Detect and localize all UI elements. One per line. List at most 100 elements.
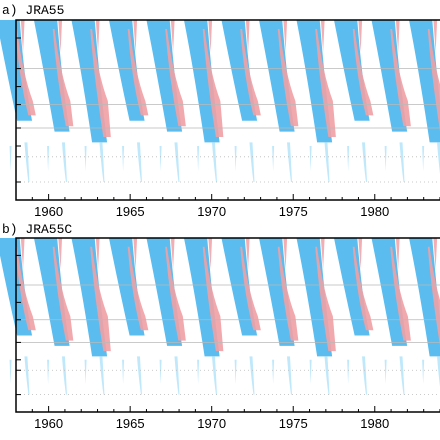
westerly-streak	[433, 20, 438, 53]
lower-easterly-spike	[9, 359, 12, 385]
westerly-streak	[283, 238, 288, 270]
x-tick-label: 1965	[116, 204, 145, 219]
x-tick-label: 1970	[197, 204, 226, 219]
easterly-band	[183, 20, 220, 143]
x-tick-label: 1970	[197, 416, 226, 431]
westerly-streak	[320, 20, 325, 53]
lower-easterly-spike	[384, 146, 387, 172]
lower-easterly-spike	[362, 142, 368, 182]
panel-b-frame	[15, 237, 440, 413]
westerly-streak	[358, 20, 363, 53]
panel-a-grid	[16, 68, 440, 183]
panel-b-x-ticks: 1960 1965 1970 1975 1980	[15, 406, 440, 431]
westerly-band	[202, 29, 224, 137]
westerly-streak	[170, 238, 175, 270]
panel-a-heatmap	[0, 20, 440, 182]
westerly-band	[277, 246, 299, 341]
westerly-streak	[433, 238, 438, 270]
westerly-streak	[395, 20, 400, 53]
panel-b-heatmap	[0, 238, 440, 395]
x-tick-label: 1975	[279, 204, 308, 219]
lower-easterly-spike	[61, 142, 67, 182]
lower-easterly-spike	[422, 359, 425, 385]
lower-easterly-spike	[136, 356, 142, 395]
westerly-streak	[170, 20, 175, 53]
easterly-band	[71, 238, 108, 357]
westerly-band	[90, 246, 111, 352]
westerly-streak	[20, 238, 25, 270]
westerly-band	[390, 29, 411, 127]
lower-easterly-spike	[47, 146, 50, 172]
westerly-band	[52, 246, 74, 341]
westerly-band	[52, 29, 74, 127]
westerly-streak	[208, 20, 213, 53]
lower-easterly-spike	[211, 356, 217, 395]
easterly-band	[334, 238, 370, 336]
lower-easterly-spike	[309, 146, 312, 172]
lower-easterly-spike	[399, 142, 405, 182]
westerly-band	[240, 29, 261, 116]
lower-easterly-spike	[136, 142, 142, 182]
lower-easterly-spike	[309, 359, 312, 385]
panel-b: 1960 1965 1970 1975 1980 b) JRA55C	[0, 222, 440, 431]
westerly-streak	[358, 238, 363, 270]
lower-easterly-spike	[422, 146, 425, 172]
panel-b-title: b) JRA55C	[2, 222, 72, 237]
lower-easterly-spike	[437, 356, 440, 387]
westerly-band	[240, 246, 261, 331]
lower-easterly-spike	[347, 146, 350, 172]
westerly-streak	[58, 20, 63, 53]
westerly-band	[390, 246, 411, 341]
lower-easterly-spike	[324, 142, 330, 182]
westerly-band	[427, 246, 440, 346]
lower-easterly-spike	[286, 142, 292, 182]
lower-easterly-spike	[399, 356, 405, 395]
lower-easterly-spike	[84, 359, 87, 385]
westerly-band	[277, 29, 299, 127]
westerly-streak	[208, 238, 213, 270]
easterly-band	[71, 20, 108, 143]
westerly-band	[315, 246, 336, 352]
westerly-streak	[395, 238, 400, 270]
westerly-band	[165, 246, 186, 341]
lower-easterly-spike	[24, 142, 30, 182]
lower-easterly-spike	[159, 359, 162, 385]
westerly-streak	[245, 20, 250, 53]
lower-easterly-spike	[197, 146, 200, 172]
easterly-band	[33, 238, 70, 346]
westerly-streak	[320, 238, 325, 270]
lower-easterly-spike	[9, 146, 12, 172]
westerly-band	[427, 29, 440, 132]
lower-easterly-spike	[437, 142, 440, 174]
westerly-band	[127, 29, 149, 116]
lower-easterly-spike	[99, 142, 105, 182]
easterly-band	[296, 238, 333, 357]
westerly-streak	[58, 238, 63, 270]
x-tick-label: 1980	[360, 416, 389, 431]
panel-a-x-ticks: 1960 1965 1970 1975 1980	[15, 194, 440, 219]
easterly-band	[221, 20, 258, 121]
lower-easterly-spike	[174, 142, 180, 182]
westerly-band	[127, 246, 149, 331]
lower-easterly-spike	[47, 359, 50, 385]
lower-easterly-spike	[347, 359, 350, 385]
easterly-band	[258, 238, 295, 346]
westerly-streak	[133, 238, 138, 270]
x-tick-label: 1960	[34, 416, 63, 431]
lower-easterly-spike	[362, 356, 368, 395]
westerly-streak	[95, 238, 100, 270]
lower-easterly-spike	[286, 356, 292, 395]
panel-a-frame	[15, 19, 440, 201]
westerly-streak	[283, 20, 288, 53]
lower-easterly-spike	[99, 356, 105, 395]
westerly-band	[202, 246, 224, 352]
lower-easterly-spike	[384, 359, 387, 385]
lower-easterly-spike	[122, 146, 125, 172]
panel-a-title: a) JRA55	[2, 3, 64, 18]
lower-easterly-spike	[324, 356, 330, 395]
lower-easterly-spike	[174, 356, 180, 395]
lower-easterly-spike	[234, 359, 237, 385]
easterly-band	[334, 20, 370, 121]
lower-easterly-spike	[234, 146, 237, 172]
